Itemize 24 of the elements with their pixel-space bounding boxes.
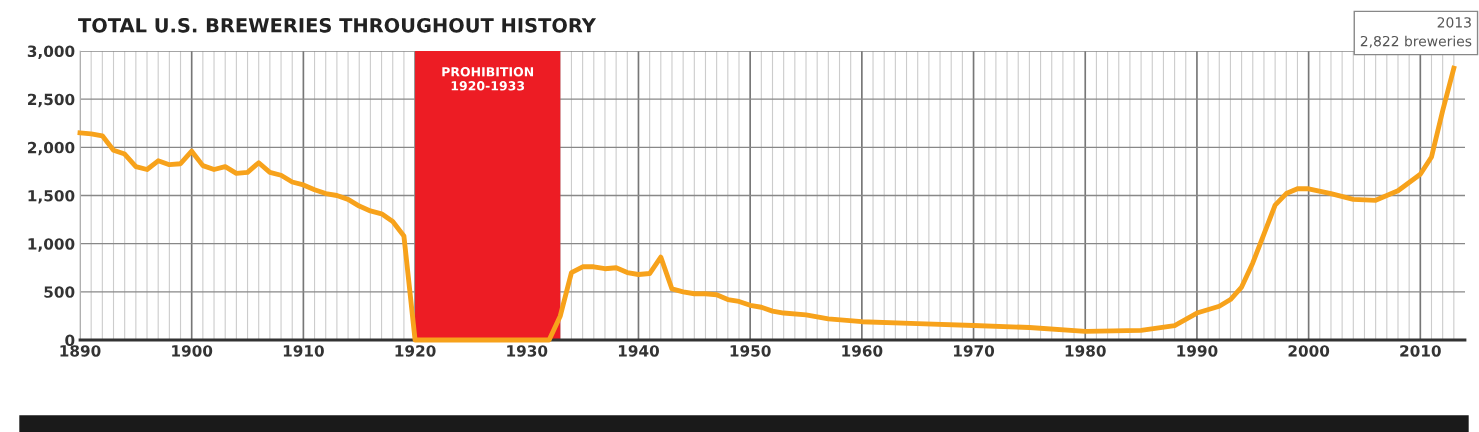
x-tick-label: 1910: [283, 345, 324, 357]
chart-title: TOTAL U.S. BREWERIES THROUGHOUT HISTORY: [78, 17, 597, 33]
y-tick-label: 2,000: [28, 141, 75, 156]
x-tick-label: 1970: [954, 345, 995, 357]
y-tick-label: 0: [65, 334, 75, 347]
y-tick-label: 3,000: [27, 45, 75, 59]
x-tick-label: 1960: [842, 345, 883, 357]
x-tick-label: 1930: [507, 345, 548, 357]
x-tick-label: 2010: [1400, 345, 1441, 357]
y-tick-label: 2,500: [28, 93, 75, 108]
y-tick-label: 1,000: [28, 238, 75, 252]
x-tick-label: 1920: [395, 345, 436, 357]
x-tick-label: 1990: [1177, 345, 1218, 357]
band-label: PROHIBITION 1920-1933: [442, 67, 534, 91]
y-tick-label: 500: [44, 286, 75, 298]
x-tick-label: 1900: [172, 345, 213, 357]
text: 2013 2,822 breweries: [1360, 17, 1472, 48]
x-tick-label: 1980: [1065, 345, 1106, 357]
line-series: [77, 65, 1457, 343]
x-tick-label: 1890: [60, 345, 101, 357]
x-tick-label: 2000: [1288, 345, 1330, 357]
x-tick-label: 1950: [730, 345, 771, 357]
y-tick-label: 1,500: [28, 189, 75, 204]
x-tick-label: 1940: [618, 345, 659, 357]
